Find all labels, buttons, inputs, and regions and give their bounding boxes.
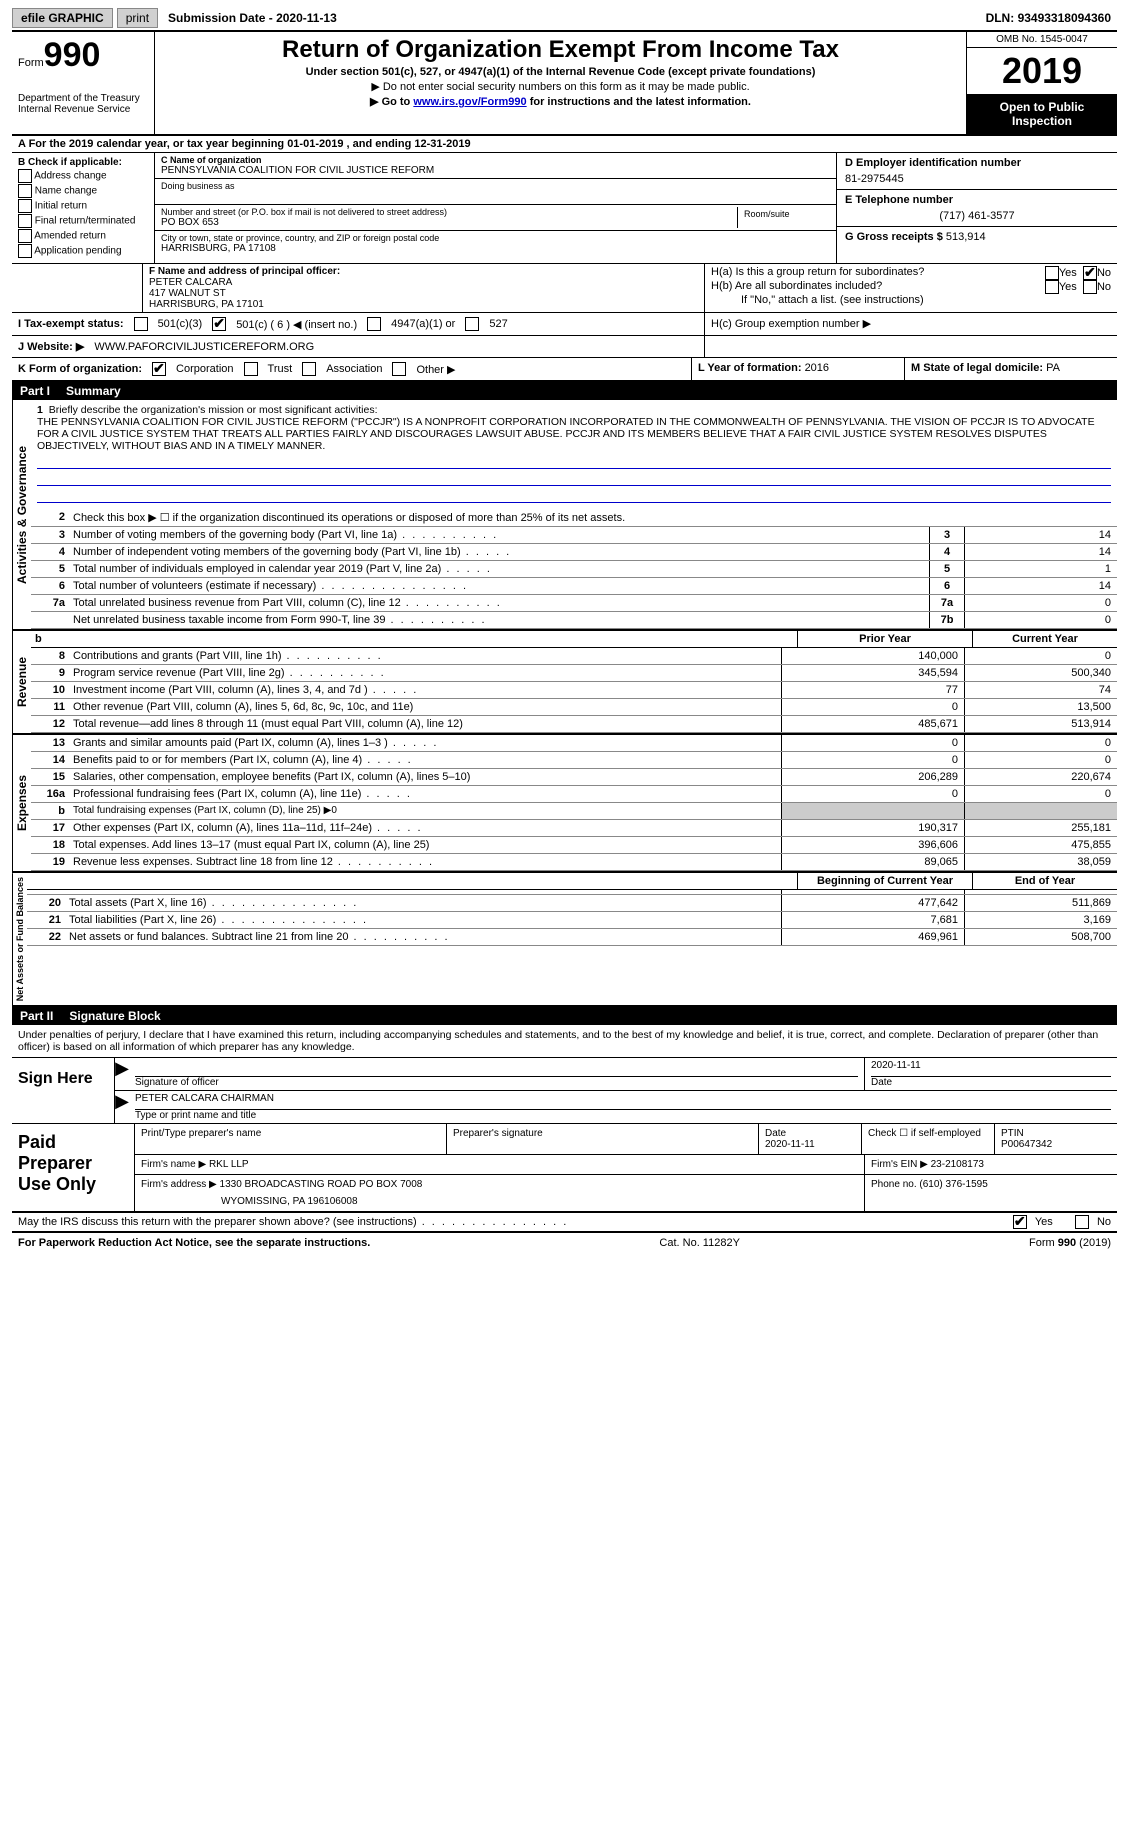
line7a: Total unrelated business revenue from Pa… xyxy=(69,595,929,611)
tab-expenses: Expenses xyxy=(12,735,31,871)
form-subtitle: Under section 501(c), 527, or 4947(a)(1)… xyxy=(163,66,958,78)
ha-label: H(a) Is this a group return for subordin… xyxy=(711,266,924,280)
line3: Number of voting members of the governin… xyxy=(69,527,929,543)
phone-label: E Telephone number xyxy=(845,194,1109,206)
sig-date-label: Date xyxy=(871,1077,1111,1088)
discuss-question: May the IRS discuss this return with the… xyxy=(18,1216,568,1228)
cb-name-change[interactable]: Name change xyxy=(18,184,148,198)
officer-name: PETER CALCARA xyxy=(149,277,698,288)
tax-status-label: I Tax-exempt status: xyxy=(18,318,124,330)
ssn-warning: ▶ Do not enter social security numbers o… xyxy=(163,80,958,93)
gross-receipts: G Gross receipts $ 513,914 xyxy=(837,227,1117,247)
line2: Check this box ▶ ☐ if the organization d… xyxy=(69,509,1117,526)
tax-year: 2019 xyxy=(967,48,1117,94)
tab-revenue: Revenue xyxy=(12,631,31,733)
part1-label: Part I xyxy=(20,384,50,398)
city-label: City or town, state or province, country… xyxy=(161,233,830,243)
hc-label: H(c) Group exemption number ▶ xyxy=(704,313,1117,335)
paid-preparer-label: Paid Preparer Use Only xyxy=(12,1124,135,1211)
catalog-number: Cat. No. 11282Y xyxy=(659,1237,740,1249)
row-a-tax-year: A For the 2019 calendar year, or tax yea… xyxy=(12,136,1117,153)
room-suite-label: Room/suite xyxy=(738,207,830,228)
year-formation: L Year of formation: 2016 xyxy=(691,358,904,380)
mission-text: THE PENNSYLVANIA COALITION FOR CIVIL JUS… xyxy=(37,416,1095,452)
website-value: WWW.PAFORCIVILJUSTICEREFORM.ORG xyxy=(94,341,314,353)
cb-application-pending[interactable]: Application pending xyxy=(18,244,148,258)
line6: Total number of volunteers (estimate if … xyxy=(69,578,929,594)
form-number: Form990 xyxy=(18,36,148,75)
line5: Total number of individuals employed in … xyxy=(69,561,929,577)
hdr-beginning-year: Beginning of Current Year xyxy=(797,873,972,889)
line7b: Net unrelated business taxable income fr… xyxy=(69,612,929,628)
dept-treasury: Department of the Treasury xyxy=(18,93,148,104)
part2-title: Signature Block xyxy=(69,1009,160,1023)
part2-label: Part II xyxy=(20,1009,53,1023)
phone-value: (717) 461-3577 xyxy=(845,210,1109,222)
hdr-prior-year: Prior Year xyxy=(797,631,972,647)
section-b-header: B Check if applicable: xyxy=(18,157,148,168)
hb-note: If "No," attach a list. (see instruction… xyxy=(711,294,1111,306)
type-name-label: Type or print name and title xyxy=(135,1110,1111,1121)
irs-link[interactable]: www.irs.gov/Form990 xyxy=(413,96,526,108)
instructions-link-line: ▶ Go to www.irs.gov/Form990 for instruct… xyxy=(163,95,958,108)
dln: DLN: 93493318094360 xyxy=(980,11,1117,25)
officer-addr1: 417 WALNUT ST xyxy=(149,288,698,299)
cb-amended-return[interactable]: Amended return xyxy=(18,229,148,243)
website-label: J Website: ▶ xyxy=(18,340,84,353)
form-title: Return of Organization Exempt From Incom… xyxy=(163,36,958,64)
cb-initial-return[interactable]: Initial return xyxy=(18,199,148,213)
hdr-current-year: Current Year xyxy=(972,631,1117,647)
cb-address-change[interactable]: Address change xyxy=(18,169,148,183)
mission-label: Briefly describe the organization's miss… xyxy=(49,404,378,416)
street-address: PO BOX 653 xyxy=(161,217,737,228)
officer-addr2: HARRISBURG, PA 17101 xyxy=(149,299,698,310)
omb-number: OMB No. 1545-0047 xyxy=(967,32,1117,48)
hdr-end-year: End of Year xyxy=(972,873,1117,889)
city-state-zip: HARRISBURG, PA 17108 xyxy=(161,243,830,254)
dept-irs: Internal Revenue Service xyxy=(18,104,148,115)
perjury-declaration: Under penalties of perjury, I declare th… xyxy=(12,1025,1117,1057)
org-name: PENNSYLVANIA COALITION FOR CIVIL JUSTICE… xyxy=(161,165,830,176)
officer-label: F Name and address of principal officer: xyxy=(149,266,698,277)
line4: Number of independent voting members of … xyxy=(69,544,929,560)
submission-date: Submission Date - 2020-11-13 xyxy=(162,11,343,25)
tab-governance: Activities & Governance xyxy=(12,400,31,629)
efile-badge: efile GRAPHIC xyxy=(12,8,113,28)
state-domicile: M State of legal domicile: PA xyxy=(904,358,1117,380)
cb-final-return[interactable]: Final return/terminated xyxy=(18,214,148,228)
ein-value: 81-2975445 xyxy=(845,173,1109,185)
street-label: Number and street (or P.O. box if mail i… xyxy=(161,207,737,217)
open-inspection: Open to Public Inspection xyxy=(967,94,1117,134)
sign-here-label: Sign Here xyxy=(12,1058,115,1123)
tab-net-assets: Net Assets or Fund Balances xyxy=(12,873,27,1005)
print-button[interactable]: print xyxy=(117,8,158,28)
paperwork-notice: For Paperwork Reduction Act Notice, see … xyxy=(18,1237,370,1249)
form-footer: Form 990 (2019) xyxy=(1029,1237,1111,1249)
dba-label: Doing business as xyxy=(161,181,830,191)
form-org-label: K Form of organization: xyxy=(18,363,142,375)
sig-officer-label: Signature of officer xyxy=(135,1077,858,1088)
officer-name-title: PETER CALCARA CHAIRMAN xyxy=(135,1093,1111,1110)
sig-date: 2020-11-11 xyxy=(871,1060,1111,1077)
ein-label: D Employer identification number xyxy=(845,157,1109,169)
part1-title: Summary xyxy=(66,384,121,398)
hb-label: H(b) Are all subordinates included? xyxy=(711,280,882,294)
org-name-label: C Name of organization xyxy=(161,155,830,165)
